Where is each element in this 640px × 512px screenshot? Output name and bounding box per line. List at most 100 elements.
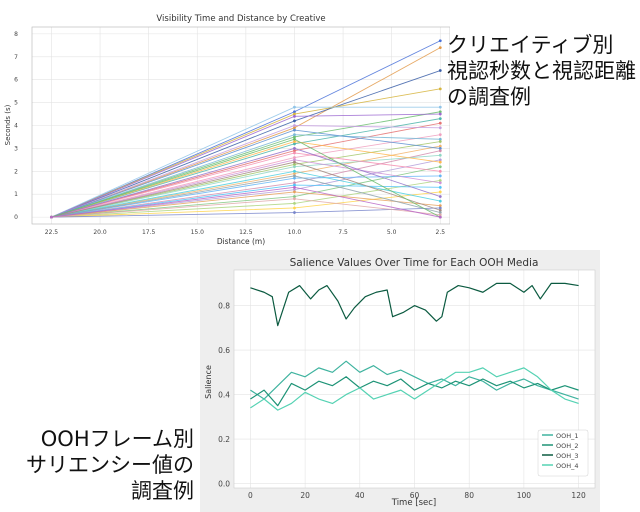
legend-label: OOH_2	[556, 442, 579, 450]
creative-data-point	[438, 158, 442, 162]
creative-data-point	[438, 204, 442, 208]
creative-data-point	[293, 156, 296, 159]
bottom-caption-line: サリエンシー値の	[26, 453, 194, 477]
creative-data-point	[50, 215, 53, 219]
creative-data-point	[438, 208, 442, 212]
creative-data-point	[438, 147, 442, 150]
creative-data-point	[293, 163, 296, 166]
creative-data-point	[438, 112, 442, 116]
creative-data-point	[438, 110, 442, 114]
bottom-caption: OOHフレーム別 サリエンシー値の 調査例	[26, 426, 194, 504]
legend-label: OOH_1	[556, 432, 579, 440]
y-tick-label: 1	[14, 191, 18, 198]
x-tick-label: 2.5	[436, 229, 446, 236]
creative-data-point	[293, 137, 296, 141]
chart-title: Visibility Time and Distance by Creative	[156, 14, 325, 24]
creative-data-point	[438, 206, 442, 210]
x-tick-label: 20.0	[93, 229, 107, 236]
y-tick-label: 0.2	[218, 435, 230, 444]
creative-data-point	[438, 144, 442, 148]
creative-data-point	[293, 110, 296, 114]
creative-data-point	[438, 69, 442, 72]
creative-data-point	[438, 174, 442, 178]
y-tick-label: 0.4	[218, 391, 230, 400]
creative-data-point	[438, 181, 442, 185]
creative-data-point	[438, 179, 442, 182]
creative-data-point	[293, 181, 296, 185]
chart-title: Salience Values Over Time for Each OOH M…	[290, 257, 539, 269]
creative-data-point	[438, 185, 442, 189]
creative-data-point	[293, 174, 296, 178]
bottom-caption-line: OOHフレーム別	[40, 427, 194, 451]
creative-data-point	[438, 46, 442, 50]
x-tick-label: 20	[300, 491, 310, 500]
creative-data-point	[438, 211, 442, 214]
creative-data-point	[438, 126, 442, 130]
legend-label: OOH_3	[556, 452, 579, 460]
ooh-series-line	[250, 376, 579, 407]
y-tick-label: 5	[14, 100, 18, 107]
creative-data-point	[293, 169, 296, 173]
creative-data-point	[438, 215, 442, 219]
y-tick-label: 2	[14, 168, 18, 175]
y-axis-label: Seconds (s)	[4, 104, 12, 145]
creative-data-point	[293, 197, 296, 201]
ooh-series-line	[250, 282, 579, 327]
creative-data-point	[293, 149, 296, 153]
visibility-chart: Visibility Time and Distance by Creative…	[0, 0, 450, 250]
creative-data-point	[438, 169, 442, 173]
creative-data-point	[293, 119, 296, 123]
y-tick-label: 0.6	[218, 346, 230, 355]
x-tick-label: 40	[355, 491, 365, 500]
creative-data-point	[293, 206, 296, 210]
creative-data-point	[293, 165, 296, 169]
x-tick-label: 5.0	[387, 229, 397, 236]
creative-data-point	[293, 105, 296, 109]
creative-data-point	[438, 137, 442, 141]
creative-data-point	[438, 153, 442, 157]
x-tick-label: 120	[571, 491, 586, 500]
x-tick-label: 100	[517, 491, 532, 500]
x-tick-label: 80	[464, 491, 474, 500]
creative-data-point	[293, 114, 296, 118]
creative-data-point	[293, 183, 296, 187]
creative-data-point	[293, 135, 296, 139]
x-tick-label: 7.5	[338, 229, 348, 236]
plot-area-frame	[31, 26, 450, 225]
x-tick-label: 17.5	[142, 229, 156, 236]
legend: OOH_1 OOH_2 OOH_3 OOH_4	[537, 429, 589, 477]
creative-data-point	[438, 87, 442, 91]
creative-data-point	[438, 140, 442, 143]
x-tick-label: 60	[410, 491, 420, 500]
creative-data-point	[438, 190, 442, 194]
creative-data-point	[293, 160, 296, 164]
top-caption-line: クリエイティブ別	[447, 33, 614, 57]
creative-data-point	[293, 172, 296, 176]
creative-data-point	[438, 121, 442, 125]
creative-data-point	[293, 176, 296, 180]
bottom-caption-line: 調査例	[131, 479, 194, 503]
y-tick-label: 0.0	[218, 480, 230, 489]
creative-data-point	[293, 147, 296, 150]
creative-data-point	[293, 151, 296, 155]
x-tick-label: 15.0	[191, 229, 205, 236]
creative-data-point	[293, 185, 296, 189]
creative-data-point	[293, 112, 296, 116]
x-axis-label: Distance (m)	[217, 237, 265, 246]
x-tick-label: 10.0	[288, 229, 302, 236]
y-tick-label: 8	[14, 31, 18, 38]
creative-data-point	[293, 133, 296, 137]
creative-data-point	[293, 124, 296, 127]
top-caption-line: 視認秒数と視認距離	[447, 59, 636, 83]
y-tick-label: 6	[14, 77, 18, 84]
plot-area-frame	[233, 269, 596, 489]
ooh-series-line	[250, 360, 579, 400]
top-caption-line: の調査例	[447, 85, 531, 109]
creative-data-point	[438, 105, 442, 109]
creative-data-point	[293, 126, 296, 130]
y-tick-label: 3	[14, 145, 18, 152]
ooh-series-line	[250, 367, 579, 411]
creative-data-point	[293, 211, 296, 214]
creative-data-point	[438, 149, 442, 153]
creative-data-point	[293, 128, 296, 132]
